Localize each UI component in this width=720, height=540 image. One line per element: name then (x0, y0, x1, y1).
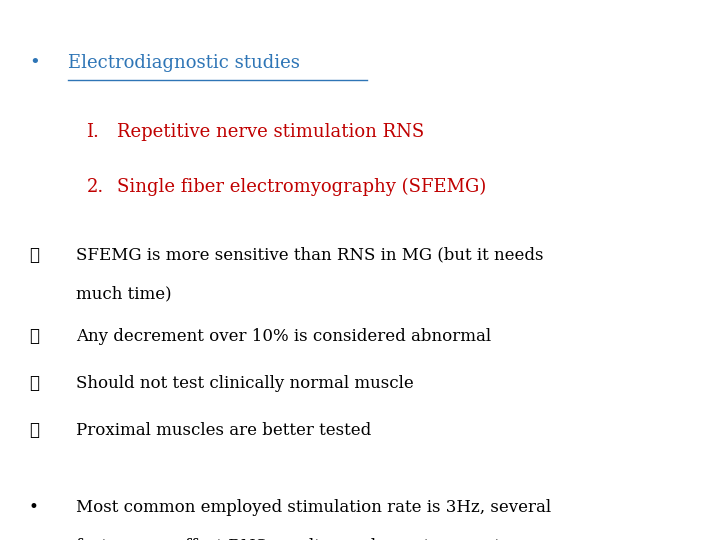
Text: SFEMG is more sensitive than RNS in MG (but it needs: SFEMG is more sensitive than RNS in MG (… (76, 247, 543, 264)
Text: ✓: ✓ (29, 422, 39, 438)
Text: Should not test clinically normal muscle: Should not test clinically normal muscle (76, 375, 413, 392)
Text: ✓: ✓ (29, 328, 39, 346)
Text: Single fiber electromyography (SFEMG): Single fiber electromyography (SFEMG) (117, 178, 486, 196)
Text: Repetitive nerve stimulation RNS: Repetitive nerve stimulation RNS (117, 123, 424, 141)
Text: •: • (29, 54, 40, 72)
Text: Any decrement over 10% is considered abnormal: Any decrement over 10% is considered abn… (76, 328, 491, 346)
Text: •: • (29, 500, 39, 516)
Text: Most common employed stimulation rate is 3Hz, several: Most common employed stimulation rate is… (76, 500, 551, 516)
Text: Proximal muscles are better tested: Proximal muscles are better tested (76, 422, 371, 438)
Text: Electrodiagnostic studies: Electrodiagnostic studies (68, 54, 300, 72)
Text: ✓: ✓ (29, 247, 39, 264)
Text: factors can affect RNS results e.g. lower temperature: factors can affect RNS results e.g. lowe… (76, 538, 529, 540)
Text: ✓: ✓ (29, 375, 39, 392)
Text: 2.: 2. (86, 178, 104, 196)
Text: much time): much time) (76, 286, 171, 302)
Text: I.: I. (86, 123, 99, 141)
